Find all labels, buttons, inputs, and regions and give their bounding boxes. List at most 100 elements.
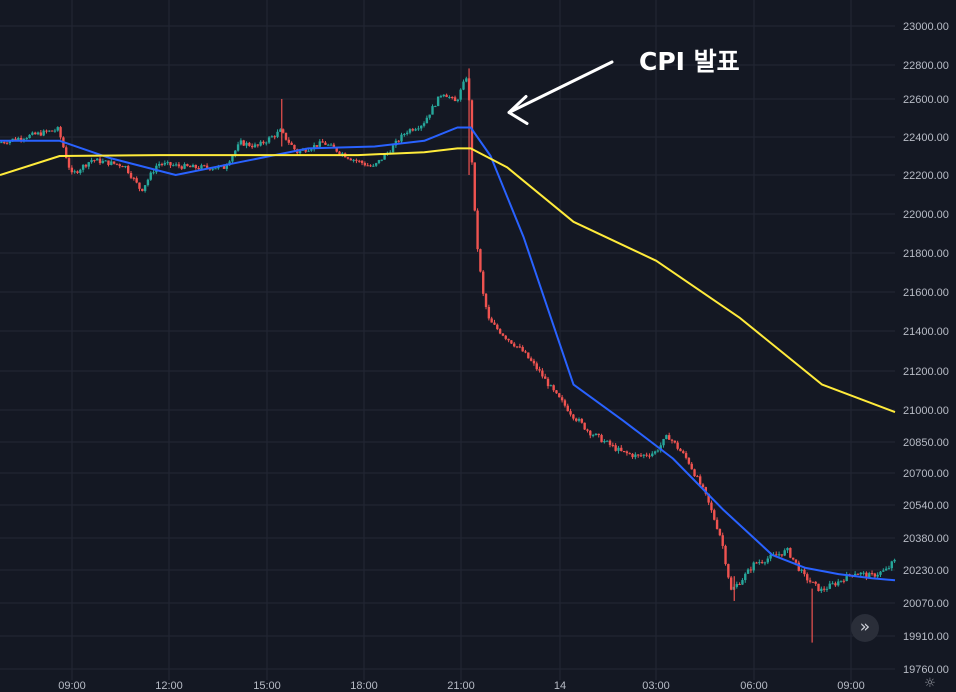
candle-body	[758, 562, 761, 564]
candle-body	[752, 562, 755, 571]
candle-body	[166, 162, 169, 164]
scroll-to-realtime-button[interactable]: »	[851, 614, 879, 642]
candle-body	[194, 164, 198, 168]
candle-body	[456, 99, 460, 102]
candle-body	[270, 136, 274, 138]
candle-body	[822, 588, 826, 590]
candle-body	[484, 293, 488, 308]
candle-body	[214, 168, 217, 170]
candle-body	[777, 554, 781, 556]
candle-body	[701, 484, 705, 488]
candle-body	[679, 448, 682, 452]
price-axis[interactable]: 23000.00 22800.00 22600.00 22400.00 22200.00…	[903, 21, 949, 676]
candle-body	[53, 130, 57, 132]
candle-body	[721, 535, 724, 546]
annotation-arrow-head	[507, 95, 529, 125]
candle-body	[358, 160, 361, 162]
candle-body	[372, 165, 375, 167]
candle-body	[197, 167, 200, 169]
candle-body	[622, 450, 626, 452]
candle-body	[746, 569, 750, 574]
candle-body	[808, 580, 812, 582]
y-tick-label: 19910.00	[903, 631, 949, 643]
candle-body	[842, 580, 846, 582]
candle-body	[718, 528, 722, 536]
candle-body	[496, 324, 499, 330]
candle-body	[724, 545, 727, 565]
candle-body	[242, 140, 245, 146]
candle-body	[670, 439, 674, 441]
candle-body	[563, 400, 567, 406]
candle-body	[465, 78, 468, 82]
candle-body	[735, 584, 739, 587]
candle-body	[800, 569, 803, 571]
candle-body	[341, 153, 344, 155]
candle-body	[411, 129, 414, 131]
candle-body	[96, 158, 99, 161]
x-tick-label: 06:00	[740, 680, 768, 692]
grid-lines	[0, 0, 895, 680]
settings-icon[interactable]: ☼	[924, 676, 936, 691]
y-tick-label: 20700.00	[903, 468, 949, 480]
y-tick-label: 22200.00	[903, 170, 949, 182]
candle-body	[569, 411, 572, 415]
y-tick-label: 22000.00	[903, 209, 949, 221]
candle-body	[76, 171, 79, 173]
candle-body	[298, 150, 302, 154]
candle-body	[870, 573, 874, 575]
candle-body	[169, 162, 172, 166]
candle-body	[8, 140, 12, 144]
candle-body	[673, 440, 677, 443]
candle-body	[267, 137, 271, 143]
candle-body	[374, 163, 378, 166]
candle-body	[436, 96, 440, 107]
candle-body	[431, 106, 434, 115]
annotation-arrow	[507, 60, 614, 114]
candle-body	[290, 142, 293, 145]
candle-body	[408, 129, 412, 133]
candle-body	[887, 568, 891, 570]
candle-body	[631, 453, 634, 458]
candle-body	[535, 363, 538, 370]
candle-body	[498, 329, 502, 334]
y-tick-label: 22600.00	[903, 94, 949, 106]
candle-body	[321, 141, 324, 143]
candle-body	[594, 433, 598, 436]
y-tick-label: 21600.00	[903, 287, 949, 299]
y-tick-label: 21200.00	[903, 366, 949, 378]
candle-body	[583, 422, 586, 430]
candle-body	[310, 149, 313, 151]
candle-body	[414, 129, 417, 131]
candles-layer	[0, 68, 896, 643]
candle-body	[546, 378, 550, 387]
candle-body	[682, 451, 685, 454]
time-axis[interactable]: 09:00 12:00 15:00 18:00 21:00 14 03:00 06:00 09:…	[58, 680, 865, 692]
candle-body	[642, 454, 646, 456]
moving-average-fast-line	[0, 126, 896, 582]
candle-body	[476, 210, 479, 250]
candle-body	[549, 385, 553, 387]
candle-body	[853, 573, 857, 576]
candle-body	[600, 435, 603, 443]
candle-body	[383, 154, 386, 160]
candle-body	[180, 166, 183, 169]
candle-body	[529, 358, 533, 361]
candle-body	[222, 165, 226, 169]
candle-body	[811, 581, 815, 583]
candle-body	[231, 155, 234, 162]
candle-body	[87, 162, 90, 167]
candle-body	[687, 457, 691, 464]
candle-body	[538, 369, 541, 371]
moving-average-slow-line	[0, 147, 896, 414]
candle-body	[893, 559, 896, 562]
candle-body	[42, 130, 45, 136]
candle-body	[769, 554, 772, 559]
candle-body	[504, 335, 507, 339]
candle-body	[794, 559, 798, 563]
candle-body	[141, 188, 144, 191]
candle-body	[200, 165, 203, 169]
candle-body	[50, 130, 54, 132]
candle-body	[293, 144, 296, 150]
candle-body	[763, 562, 767, 564]
